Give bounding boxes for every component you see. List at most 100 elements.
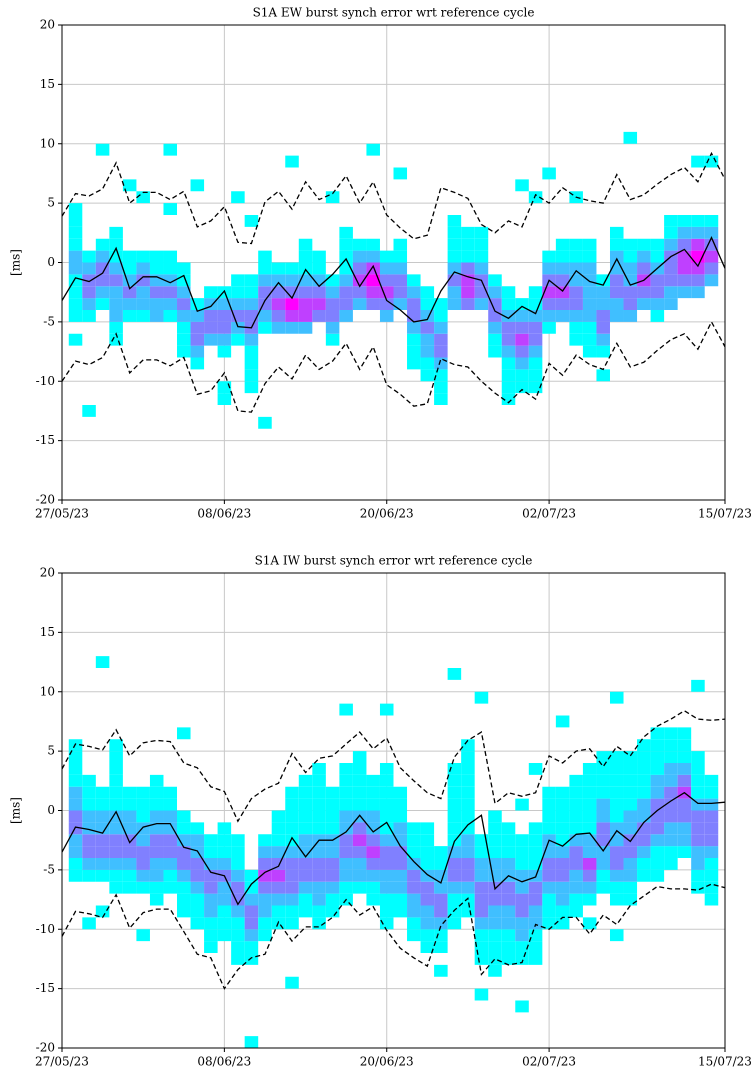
heatmap-cell	[82, 405, 96, 417]
heatmap-cell	[407, 869, 421, 882]
heatmap-cell	[352, 238, 367, 251]
heatmap-cell	[366, 238, 380, 251]
heatmap-cell	[393, 846, 408, 858]
heatmap-cell	[542, 846, 556, 858]
heatmap-cell	[542, 893, 556, 906]
heatmap-cell	[298, 238, 313, 251]
heatmap-cell	[95, 869, 110, 882]
heatmap-cell	[136, 881, 150, 894]
heatmap-cell	[109, 310, 123, 322]
heatmap-cell	[244, 215, 259, 227]
heatmap-cell	[298, 321, 313, 334]
chart-title: S1A EW burst synch error wrt reference c…	[253, 6, 535, 20]
heatmap-cell	[339, 298, 353, 310]
heatmap-cell	[163, 143, 178, 156]
heatmap-cell	[528, 846, 543, 858]
heatmap-cell	[231, 333, 245, 346]
heatmap-cell	[691, 822, 705, 835]
heatmap-cell	[637, 751, 651, 763]
heatmap-cell	[664, 739, 678, 752]
bound-line	[62, 320, 725, 413]
heatmap-cell	[95, 238, 110, 251]
heatmap-cell	[528, 321, 543, 334]
heatmap-cell	[596, 774, 610, 787]
heatmap-cell	[298, 262, 313, 275]
heatmap-cell	[664, 238, 678, 251]
heatmap-cell	[461, 226, 475, 239]
heatmap-cell	[569, 846, 583, 858]
heatmap-cell	[109, 739, 123, 752]
heatmap-cell	[231, 310, 245, 322]
heatmap-cell	[122, 262, 137, 275]
heatmap-cell	[68, 226, 83, 239]
heatmap-cell	[217, 858, 232, 870]
heatmap-cell	[609, 262, 624, 275]
heatmap-cell	[95, 274, 110, 287]
heatmap-cell	[163, 869, 178, 882]
heatmap-cell	[420, 893, 435, 906]
heatmap-cell	[163, 798, 178, 811]
heatmap-cell	[244, 893, 259, 906]
heatmap-cell	[68, 751, 83, 763]
chart-title: S1A IW burst synch error wrt reference c…	[255, 554, 533, 568]
heatmap-cell	[569, 834, 583, 847]
heatmap-cell	[204, 858, 218, 870]
heatmap-cell	[136, 810, 150, 823]
heatmap-cell	[379, 763, 394, 775]
heatmap-cell	[379, 834, 394, 847]
heatmap-cell	[582, 321, 597, 334]
heatmap-cell	[271, 286, 286, 299]
heatmap-cell	[704, 215, 719, 227]
heatmap-cell	[582, 274, 597, 287]
heatmap-cell	[366, 286, 380, 299]
heatmap-cell	[285, 274, 299, 287]
heatmap-cell	[501, 310, 516, 322]
heatmap-cell	[258, 298, 272, 310]
heatmap-cell	[258, 893, 272, 906]
heatmap-cell	[339, 286, 353, 299]
heatmap-cell	[704, 869, 719, 882]
heatmap-cell	[609, 310, 624, 322]
heatmap-cell	[623, 274, 638, 287]
heatmap-cell	[379, 274, 394, 287]
heatmap-cell	[149, 298, 164, 310]
heatmap-cell	[582, 333, 597, 346]
heatmap-cell	[664, 834, 678, 847]
heatmap-cell	[109, 846, 123, 858]
heatmap-cell	[122, 822, 137, 835]
heatmap-cell	[366, 858, 380, 870]
heatmap-cell	[447, 917, 462, 930]
heatmap-cell	[393, 798, 408, 811]
heatmap-cell	[501, 345, 516, 358]
heatmap-cell	[474, 953, 489, 965]
heatmap-cell	[271, 310, 286, 322]
heatmap-cell	[664, 822, 678, 835]
heatmap-cell	[325, 822, 340, 835]
heatmap-cell	[163, 298, 178, 310]
heatmap-cell	[704, 834, 719, 847]
heatmap-cell	[285, 155, 299, 168]
heatmap-cell	[528, 345, 543, 358]
heatmap-cell	[204, 834, 218, 847]
heatmap-cell	[231, 274, 245, 287]
heatmap-cell	[231, 286, 245, 299]
heatmap-cell	[393, 810, 408, 823]
heatmap-cell	[379, 810, 394, 823]
heatmap-cell	[95, 905, 110, 918]
heatmap-cell	[637, 858, 651, 870]
heatmap-cell	[596, 333, 610, 346]
heatmap-cell	[677, 822, 692, 835]
heatmap-cell	[664, 774, 678, 787]
heatmap-cell	[461, 739, 475, 752]
heatmap-cell	[474, 988, 489, 1001]
heatmap-cell	[704, 893, 719, 906]
heatmap-cell	[285, 298, 299, 310]
heatmap-cell	[244, 1036, 259, 1048]
heatmap-cell	[623, 893, 638, 906]
heatmap-cell	[82, 810, 96, 823]
heatmap-cell	[609, 250, 624, 263]
heatmap-cell	[474, 858, 489, 870]
heatmap-cell	[82, 858, 96, 870]
heatmap-cell	[339, 798, 353, 811]
heatmap-cell	[447, 858, 462, 870]
